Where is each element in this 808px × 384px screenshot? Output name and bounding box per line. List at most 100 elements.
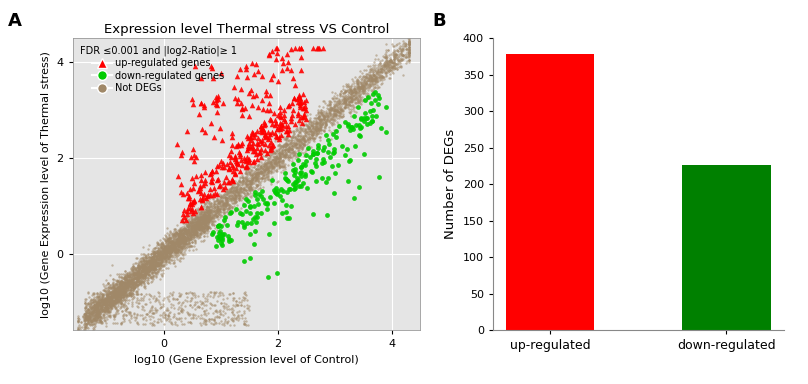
Point [267,153,280,159]
Point [120,281,133,288]
Point [156,255,169,261]
Point [133,270,145,276]
Point [265,163,278,169]
Point [196,291,209,297]
Point [256,168,269,174]
Point [355,124,368,130]
Point [157,251,170,257]
Point [248,228,261,234]
Point [329,112,342,118]
Point [103,313,116,319]
Point [177,191,190,197]
Point [146,256,159,262]
Point [174,227,187,233]
Point [116,279,129,285]
Point [254,149,267,155]
Point [289,140,302,146]
Point [99,301,112,307]
Point [80,308,93,314]
Point [144,266,157,272]
Point [128,281,141,287]
Point [246,175,259,182]
Point [100,294,113,300]
Point [110,278,123,285]
Point [162,248,175,255]
Point [382,68,395,74]
Point [243,180,256,186]
Point [187,221,200,227]
Point [73,330,86,336]
Point [99,297,112,303]
Point [290,139,303,145]
Point [93,302,106,308]
Point [345,88,358,94]
Point [332,109,345,116]
Point [271,178,284,184]
Point [103,294,116,300]
Point [107,299,120,305]
Point [103,286,116,292]
Point [212,223,225,229]
Point [112,293,125,300]
Point [102,301,115,307]
Point [173,235,186,242]
Point [153,257,166,263]
Point [88,298,101,304]
Point [299,107,312,113]
Point [183,200,196,206]
Point [184,320,197,326]
Point [99,298,112,304]
Point [90,306,103,312]
Point [371,68,384,74]
Point [195,300,208,306]
Point [380,58,393,65]
Point [206,195,219,201]
Point [147,266,160,272]
Point [81,307,94,313]
Point [162,240,175,246]
Point [94,314,107,320]
Point [177,233,190,239]
Point [277,144,290,150]
Point [123,290,136,296]
Point [177,230,190,236]
Point [165,239,178,245]
Point [270,50,283,56]
Point [330,112,343,118]
Point [78,311,91,317]
Point [128,275,141,281]
Point [194,220,207,227]
Point [102,301,115,307]
Point [160,316,173,323]
Point [181,236,194,242]
Point [211,213,224,219]
Point [316,121,329,127]
Point [242,143,255,149]
Point [168,245,181,251]
Point [91,314,104,320]
Point [91,312,104,318]
Point [233,300,246,306]
Point [96,296,109,302]
Point [191,219,204,225]
Point [185,232,198,238]
Point [194,227,207,233]
Point [119,288,132,295]
Point [112,299,125,305]
Point [369,97,382,103]
Point [210,177,223,183]
Point [191,216,204,222]
Point [165,243,178,249]
Point [95,297,108,303]
Point [236,177,249,184]
Point [242,198,255,204]
Point [273,146,286,152]
Point [163,253,176,260]
Point [329,107,342,113]
Point [158,244,171,250]
Point [343,109,356,115]
Point [264,166,277,172]
Point [259,166,272,172]
Point [289,141,302,147]
Point [234,197,247,203]
